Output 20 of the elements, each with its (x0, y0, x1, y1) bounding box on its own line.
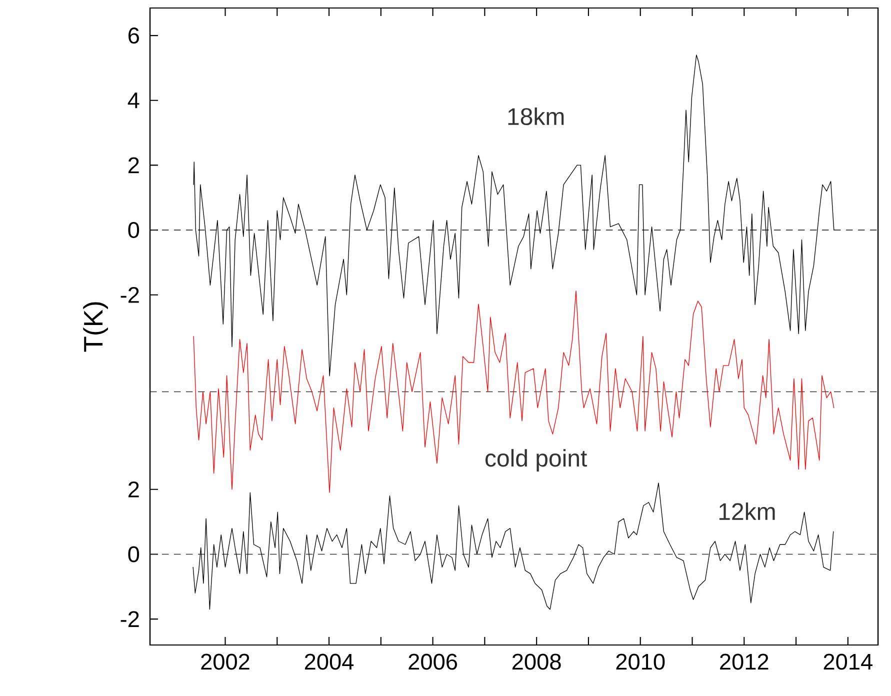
y-tick-label: -2 (120, 286, 139, 303)
x-tick-label: 2012 (720, 654, 768, 670)
y-tick-label: 6 (128, 28, 139, 44)
x-tick-label: 2014 (824, 654, 872, 670)
y-tick-label: -2 (120, 611, 139, 627)
x-tick-label: 2008 (512, 654, 561, 670)
y-tick-label: 2 (128, 157, 139, 174)
line-series (192, 482, 834, 610)
series-label: 12km (719, 502, 775, 520)
x-tick-label: 2002 (201, 654, 250, 670)
y-tick-label: 4 (128, 92, 140, 108)
y-tick-label: 0 (128, 546, 140, 562)
y-tick-label: 2 (128, 481, 139, 498)
series-label: cold point (486, 449, 588, 472)
x-tick-label: 2006 (408, 654, 458, 670)
x-tick-label: 2010 (616, 654, 665, 670)
x-tick-label: 2004 (304, 654, 354, 670)
series-label: 18km (508, 107, 564, 126)
y-tick-label: 0 (128, 222, 140, 238)
y-axis-title: T(K) (83, 302, 108, 352)
